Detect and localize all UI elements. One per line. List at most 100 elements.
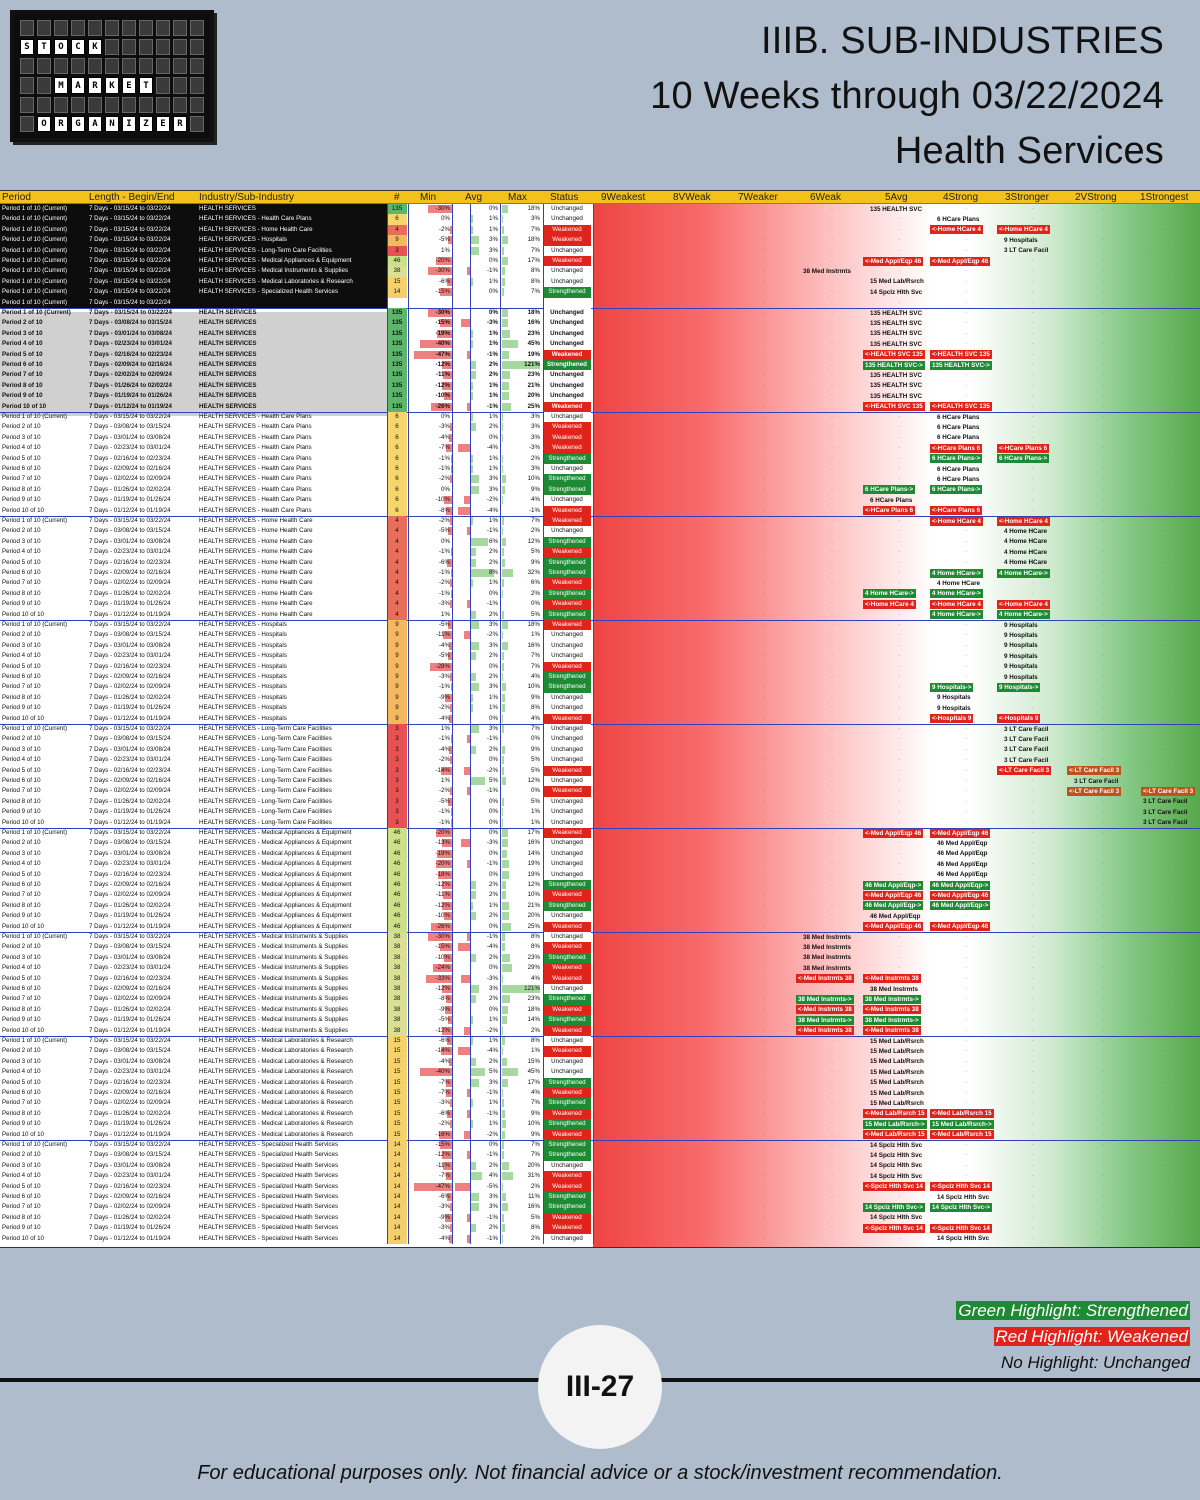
band-dot: · — [764, 902, 766, 909]
band-dot: · — [965, 840, 967, 847]
min-bar — [449, 600, 452, 609]
min-cell: -3% — [438, 1099, 450, 1107]
band-dot: · — [764, 694, 766, 701]
band-dot: · — [1167, 882, 1169, 888]
status-badge: Strengthened — [543, 609, 591, 620]
band-label: 15 Med Lab/Rsrch — [870, 1037, 924, 1045]
band-dot: · — [697, 684, 699, 691]
logo-cell — [105, 20, 119, 37]
avg-cell: -1% — [486, 600, 498, 608]
max-bar — [502, 371, 511, 380]
band-dot: · — [625, 268, 627, 275]
table-row: Period 7 of 10 7 Days - 02/02/24 to 02/09… — [0, 474, 1200, 485]
band-dot: · — [1102, 424, 1104, 431]
band-label: <-Med Appl/Eqp 46 — [930, 922, 991, 932]
length-cell: 7 Days - 01/19/24 to 01/26/24 — [89, 392, 172, 400]
period-cell: Period 10 of 10 — [2, 1130, 44, 1138]
status-badge: Weakened — [543, 401, 591, 412]
industry-cell: HEALTH SERVICES - Specialized Health Ser… — [199, 1182, 339, 1190]
length-cell: 7 Days - 01/12/24 to 01/19/24 — [89, 922, 171, 930]
band-dot: · — [625, 1225, 627, 1232]
min-cell: -26% — [435, 402, 450, 410]
band-dot: · — [831, 954, 833, 961]
band-dot: · — [1167, 206, 1169, 212]
max-cell: 5% — [531, 766, 540, 774]
avg-cell: 2% — [489, 548, 498, 556]
band-label: 3 LT Care Facil — [1004, 736, 1049, 744]
band-label: <-Med Appl/Eqp 46 — [863, 828, 924, 838]
max-cell: 1% — [531, 631, 540, 639]
band-dot: · — [764, 642, 766, 649]
table-row: Period 3 of 10 7 Days - 03/01/24 to 03/08… — [0, 640, 1200, 652]
band-dot: · — [625, 382, 627, 389]
count-cell: 46 — [387, 838, 407, 849]
disclaimer: For educational purposes only. Not finan… — [197, 1462, 1003, 1484]
min-bar — [443, 891, 452, 900]
status-badge: Weakened — [543, 1088, 591, 1099]
band-dot: · — [764, 861, 766, 868]
min-bar — [436, 860, 452, 869]
avg-bar — [470, 891, 476, 900]
band-dot: · — [831, 767, 833, 774]
band-dot: · — [764, 1121, 766, 1128]
industry-cell: HEALTH SERVICES - Long-Term Care Facilit… — [199, 818, 332, 826]
max-bar — [502, 1120, 506, 1129]
band-dot: · — [697, 466, 699, 472]
length-cell: 7 Days - 03/01/24 to 03/08/24 — [89, 641, 171, 649]
band-label: 3 LT Care Facil — [1004, 247, 1049, 255]
band-dot: · — [1167, 424, 1169, 431]
length-cell: 7 Days - 03/08/24 to 03/15/24 — [89, 1151, 171, 1159]
band-dot: · — [1032, 434, 1034, 441]
status-badge: Weakened — [543, 1004, 591, 1016]
table-row: Period 5 of 10 7 Days - 02/16/24 to 02/23… — [0, 661, 1200, 672]
max-cell: 7% — [531, 225, 540, 233]
band-label: <-Med Lab/Rsrch 15 — [863, 1109, 927, 1119]
band-dot: · — [831, 934, 833, 940]
band-dot: · — [697, 1194, 699, 1200]
length-cell: 7 Days - 03/01/24 to 03/08/24 — [89, 329, 172, 337]
avg-bar — [470, 413, 473, 421]
logo-letter: M — [54, 77, 68, 94]
status-badge: Unchanged — [543, 734, 591, 745]
logo-cell — [37, 77, 51, 94]
band-dot: · — [625, 1214, 627, 1221]
band-dot: · — [697, 611, 699, 618]
table-header: Period Length - Begin/End Industry/Sub-Ind… — [0, 191, 1200, 204]
count-cell: 38 — [387, 973, 407, 984]
logo-cell — [190, 58, 204, 75]
min-cell: -40% — [435, 1068, 450, 1076]
band-dot: · — [831, 1235, 833, 1242]
min-bar — [425, 974, 452, 983]
band-dot: · — [1102, 289, 1104, 296]
band-dot: · — [697, 1090, 699, 1096]
count-cell: 15 — [387, 1129, 407, 1140]
band-dot: · — [1032, 746, 1034, 753]
period-cell: Period 2 of 10 — [2, 735, 41, 743]
band-dot: · — [1167, 507, 1169, 514]
band-dot: · — [1102, 320, 1104, 327]
band-dot: · — [898, 694, 900, 701]
band-label: 4 Home HCare — [1004, 538, 1048, 546]
band-label: 3 LT Care Facil — [1143, 808, 1188, 816]
period-cell: Period 1 of 10 (Current) — [2, 257, 67, 264]
table-row: Period 10 of 10 7 Days - 01/12/24 to 01/1… — [0, 1233, 1200, 1244]
band-dot: · — [831, 653, 833, 660]
avg-bar — [464, 496, 470, 505]
band-dot: · — [1167, 715, 1169, 722]
avg-bar — [470, 985, 479, 993]
status-badge: Weakened — [543, 256, 591, 267]
band-label: 3 LT Care Facil — [1004, 756, 1049, 764]
length-cell: 7 Days - 01/19/24 to 01/26/24 — [89, 1224, 171, 1232]
band-dot: · — [1032, 757, 1034, 764]
avg-bar — [464, 1026, 470, 1035]
period-cell: Period 5 of 10 — [2, 766, 41, 774]
band-dot: · — [898, 1194, 900, 1200]
logo-letter: E — [156, 115, 170, 132]
band-dot: · — [831, 278, 833, 285]
length-cell: 7 Days - 03/08/24 to 03/15/24 — [89, 423, 171, 431]
status-badge: Weakened — [543, 921, 591, 932]
band-dot: · — [831, 1079, 833, 1086]
band-dot: · — [898, 310, 900, 316]
length-cell: 7 Days - 03/15/24 to 03/22/24 — [89, 517, 171, 524]
period-cell: Period 8 of 10 — [2, 1213, 41, 1221]
